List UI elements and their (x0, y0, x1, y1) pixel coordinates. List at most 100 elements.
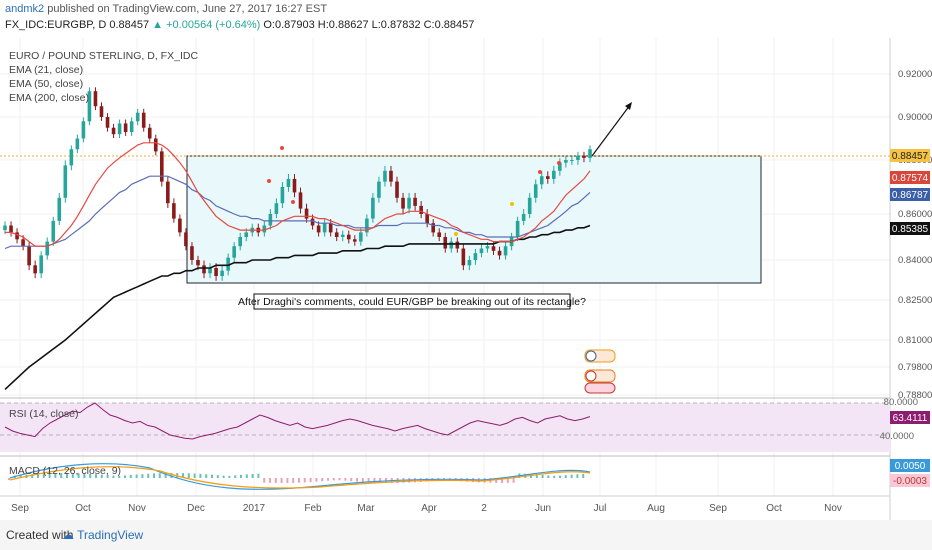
breakout-arrow[interactable] (591, 104, 631, 157)
macd-bar (118, 475, 121, 478)
candle-body (582, 155, 586, 158)
ema200-line (4, 224, 591, 390)
annotation-box[interactable] (253, 293, 571, 310)
candle-body (123, 123, 128, 133)
candle-body (129, 121, 134, 133)
badge-ema21: 0.87574 (892, 173, 929, 184)
candle-body (232, 246, 236, 258)
macd-bar (135, 474, 138, 478)
time-axis-labels[interactable]: Sep Oct Nov Dec 2017 Feb Mar Apr 2 Jun Jul Aug Sep Oc… (11, 503, 842, 514)
macd-bar (350, 478, 353, 482)
up-arrow-icon: ▲ (152, 19, 164, 31)
candle-body (558, 162, 562, 171)
macd-bar (298, 478, 300, 483)
time-tick-label: Sep (709, 503, 727, 514)
candle-body (491, 246, 496, 251)
macd-bar (66, 473, 68, 478)
candle-body (160, 151, 164, 182)
candle-body (407, 197, 411, 209)
macd-bar (222, 475, 225, 478)
macd-bar (559, 475, 561, 478)
price-chart-svg[interactable]: After Draghi's comments, could EUR/GBP b… (0, 38, 932, 520)
candle-body (503, 246, 508, 256)
candle-body (467, 260, 472, 266)
candle-body (184, 232, 188, 247)
macd-bar (379, 478, 382, 483)
candle-body (105, 117, 110, 128)
candle-body (395, 181, 399, 198)
price-tick-label: 0.90000 (898, 112, 932, 123)
candle-body (413, 197, 417, 206)
macd-bar (95, 474, 97, 478)
macd-legend[interactable]: MACD (12, 26, close, 9) (9, 465, 121, 477)
candle-body (527, 197, 532, 214)
macd-bar (373, 478, 376, 483)
macd-line (9, 463, 591, 490)
macd-bar (37, 473, 39, 478)
signal-dot (267, 179, 271, 183)
candle-body (135, 112, 140, 122)
time-tick-label: Nov (128, 503, 146, 514)
legend-ema200[interactable]: EMA (200, close) (9, 92, 89, 104)
price-badges: 0.88457 0.87574 0.86787 0.85385 (890, 149, 930, 235)
macd-bar (54, 473, 57, 478)
macd-bar (19, 475, 22, 478)
candle-body (69, 149, 74, 166)
candles (3, 87, 592, 281)
rsi-level-40: 40.0000 (880, 431, 914, 442)
price-tick-label: 0.79800 (898, 362, 932, 373)
tradingview-brand: TradingView (77, 528, 144, 542)
macd-bar (547, 475, 550, 478)
author-link[interactable]: andmk2 (5, 3, 45, 15)
signal-dot (538, 170, 542, 174)
candle-body (570, 160, 574, 161)
price-tick-label: 0.86000 (898, 209, 932, 220)
legend-ema21[interactable]: EMA (21, close) (9, 64, 83, 76)
price-tick-label: 0.81000 (898, 335, 932, 346)
header: andmk2 published on TradingView.com, Jun… (0, 0, 932, 38)
signal-dot (291, 200, 295, 204)
macd-bar (541, 474, 544, 478)
candle-body (27, 246, 31, 266)
macd-bar (182, 473, 184, 478)
candle-body (340, 234, 345, 237)
candle-body (226, 257, 230, 271)
price-change: +0.00564 (+0.64%) (166, 19, 261, 31)
candle-body (485, 246, 490, 249)
macd-value-badge: 0.0050 (895, 461, 926, 472)
event-badges[interactable] (584, 349, 616, 394)
macd-bar (274, 478, 277, 483)
candle-body (190, 246, 194, 260)
candle-body (377, 181, 381, 198)
candle-body (220, 270, 224, 276)
candle-body (141, 112, 146, 128)
price-tick-label: 0.84000 (898, 255, 932, 266)
signal-line (9, 466, 591, 489)
time-tick-label: Oct (766, 503, 782, 514)
footer: Created with ☁ TradingView (0, 520, 932, 550)
macd-bar (257, 473, 260, 478)
candle-body (15, 232, 19, 240)
macd-bar (564, 475, 567, 478)
macd-bar (106, 475, 109, 478)
candle-body (286, 178, 291, 187)
candle-body (87, 91, 92, 122)
candle-body (576, 155, 580, 160)
rsi-line (4, 402, 591, 440)
candle-body (51, 220, 56, 242)
macd-bar (582, 473, 585, 478)
macd-bar (42, 473, 45, 478)
macd-bar (31, 474, 34, 478)
macd-bar (309, 478, 312, 483)
legend-ema50[interactable]: EMA (50, close) (9, 78, 83, 90)
candle-body (292, 178, 297, 193)
macd-bar (495, 478, 498, 483)
macd-bar (240, 474, 242, 478)
time-tick-label: Oct (75, 503, 91, 514)
rectangle-pattern[interactable] (186, 155, 762, 284)
rsi-legend[interactable]: RSI (14, close) (9, 408, 78, 420)
candle-body (455, 241, 460, 249)
chart-area[interactable]: After Draghi's comments, could EUR/GBP b… (0, 38, 932, 520)
macd-bar (147, 473, 150, 478)
tradingview-logo[interactable]: ☁ TradingView (62, 528, 143, 542)
